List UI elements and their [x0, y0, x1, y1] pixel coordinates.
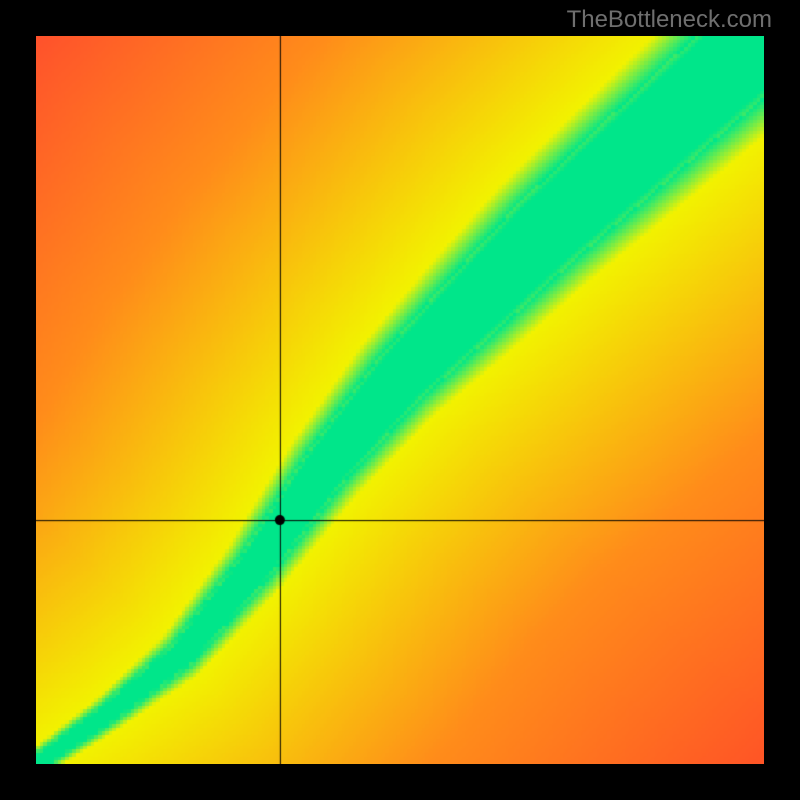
chart-container: TheBottleneck.com [0, 0, 800, 800]
bottleneck-heatmap [36, 36, 764, 764]
watermark-label: TheBottleneck.com [567, 6, 772, 34]
